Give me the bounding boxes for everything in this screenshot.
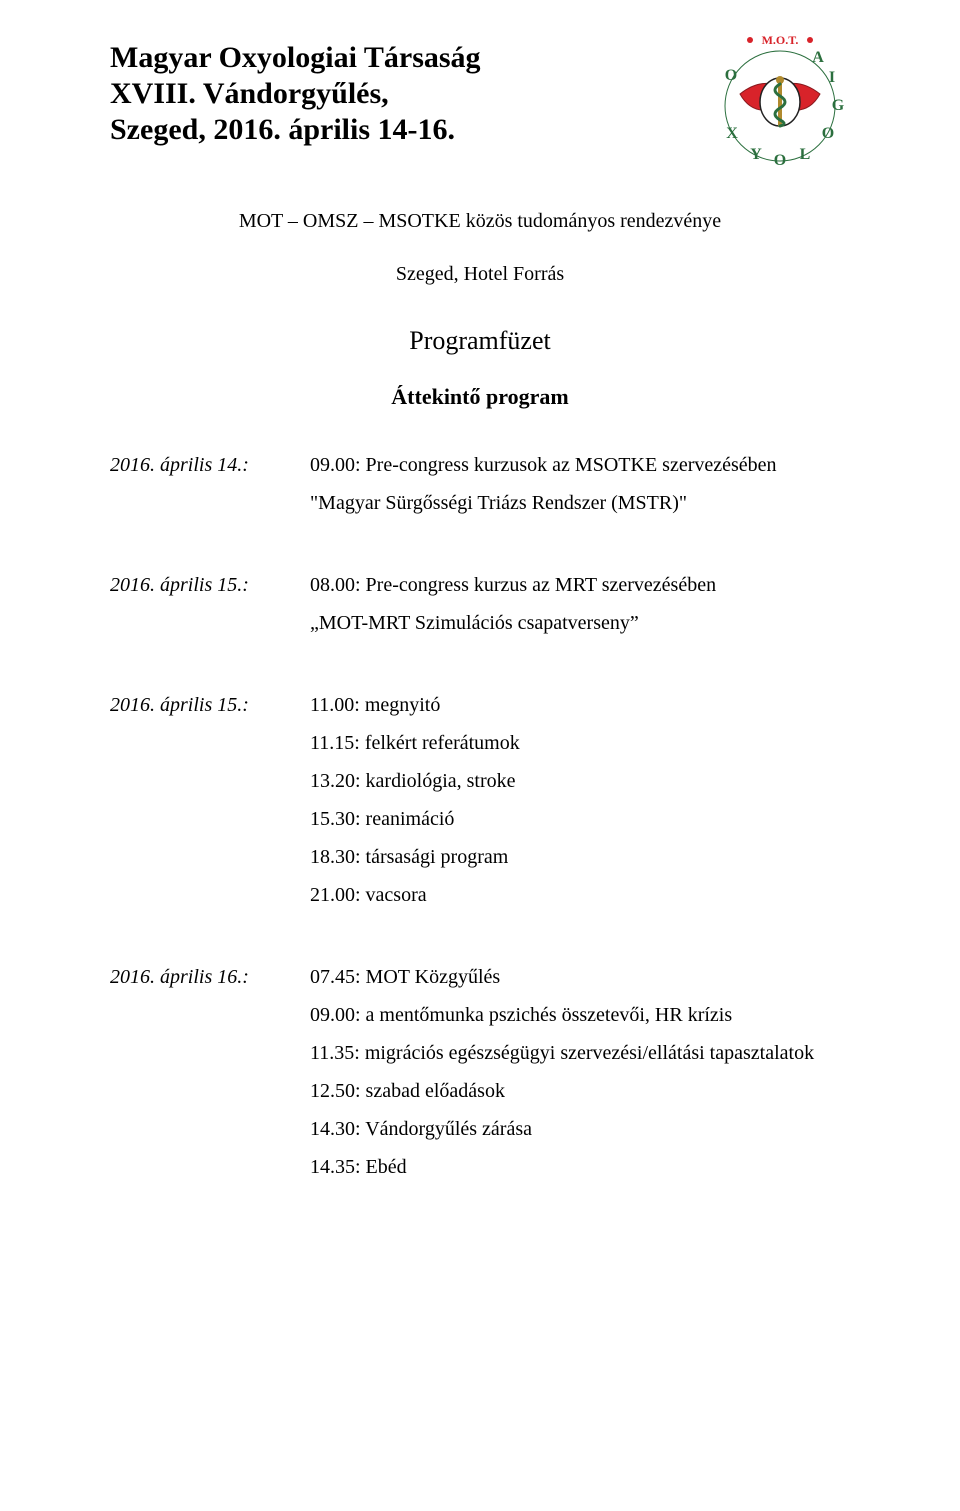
title-line-3: Szeged, 2016. április 14-16.	[110, 112, 700, 148]
schedule-item: 07.45: MOT Közgyűlés	[310, 958, 850, 996]
schedule-date: 2016. április 14.:	[110, 446, 310, 522]
schedule-list: 2016. április 14.:09.00: Pre-congress ku…	[110, 446, 850, 1186]
title-line-1: Magyar Oxyologiai Társaság	[110, 40, 700, 76]
schedule-item: 11.35: migrációs egészségügyi szervezési…	[310, 1034, 850, 1072]
schedule-block: 2016. április 15.:11.00: megnyitó11.15: …	[110, 686, 850, 914]
schedule-item: 21.00: vacsora	[310, 876, 850, 914]
schedule-items: 07.45: MOT Közgyűlés09.00: a mentőmunka …	[310, 958, 850, 1186]
schedule-block: 2016. április 16.:07.45: MOT Közgyűlés09…	[110, 958, 850, 1186]
svg-text:G: G	[832, 97, 845, 114]
schedule-date: 2016. április 15.:	[110, 686, 310, 914]
mot-logo-icon: O X Y O L O G I A M.O.T.	[710, 30, 850, 170]
schedule-items: 08.00: Pre-congress kurzus az MRT szerve…	[310, 566, 850, 642]
booklet-title: Programfüzet	[110, 326, 850, 356]
subtitle: MOT – OMSZ – MSOTKE közös tudományos ren…	[110, 210, 850, 233]
schedule-block: 2016. április 14.:09.00: Pre-congress ku…	[110, 446, 850, 522]
schedule-date: 2016. április 15.:	[110, 566, 310, 642]
svg-text:A: A	[812, 49, 824, 66]
schedule-item: 13.20: kardiológia, stroke	[310, 762, 850, 800]
schedule-item: 14.35: Ebéd	[310, 1148, 850, 1186]
schedule-item: 11.15: felkért referátumok	[310, 724, 850, 762]
schedule-item: "Magyar Sürgősségi Triázs Rendszer (MSTR…	[310, 484, 850, 522]
schedule-item: „MOT-MRT Szimulációs csapatverseny”	[310, 604, 850, 642]
logo-top-text: M.O.T.	[762, 33, 799, 47]
schedule-item: 12.50: szabad előadások	[310, 1072, 850, 1110]
schedule-item: 14.30: Vándorgyűlés zárása	[310, 1110, 850, 1148]
svg-text:L: L	[800, 146, 811, 163]
schedule-date: 2016. április 16.:	[110, 958, 310, 1186]
schedule-items: 11.00: megnyitó11.15: felkért referátumo…	[310, 686, 850, 914]
svg-text:O: O	[725, 67, 737, 84]
schedule-item: 18.30: társasági program	[310, 838, 850, 876]
overview-heading: Áttekintő program	[110, 384, 850, 410]
schedule-item: 15.30: reanimáció	[310, 800, 850, 838]
svg-text:Y: Y	[750, 146, 762, 163]
schedule-items: 09.00: Pre-congress kurzusok az MSOTKE s…	[310, 446, 850, 522]
schedule-item: 08.00: Pre-congress kurzus az MRT szerve…	[310, 566, 850, 604]
schedule-item: 11.00: megnyitó	[310, 686, 850, 724]
svg-text:O: O	[774, 152, 786, 169]
svg-text:X: X	[726, 125, 738, 142]
venue: Szeged, Hotel Forrás	[110, 263, 850, 286]
schedule-block: 2016. április 15.:08.00: Pre-congress ku…	[110, 566, 850, 642]
header-row: Magyar Oxyologiai Társaság XVIII. Vándor…	[110, 40, 850, 170]
schedule-item: 09.00: Pre-congress kurzusok az MSOTKE s…	[310, 446, 850, 484]
schedule-item: 09.00: a mentőmunka pszichés összetevői,…	[310, 996, 850, 1034]
svg-text:I: I	[829, 69, 835, 86]
title-block: Magyar Oxyologiai Társaság XVIII. Vándor…	[110, 40, 700, 148]
svg-text:O: O	[822, 125, 834, 142]
title-line-2: XVIII. Vándorgyűlés,	[110, 76, 700, 112]
